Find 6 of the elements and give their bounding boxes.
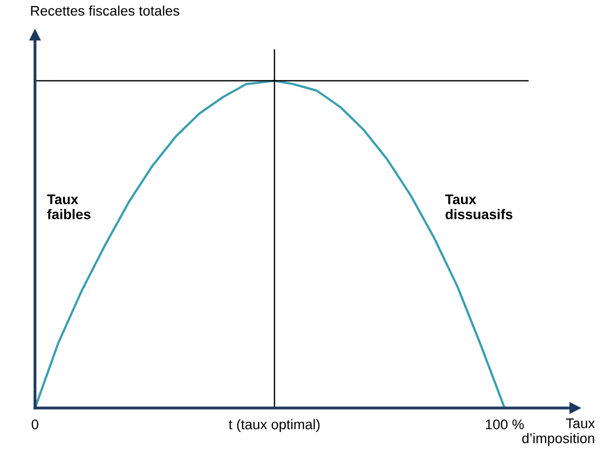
x-tick-label: 100 % [486,419,524,430]
annotation: Taux faibles [47,194,90,220]
annotation: Taux dissuasifs [445,194,512,220]
x-tick-label: t (taux optimal) [228,419,320,432]
x-tick-label: 0 [32,419,38,430]
y-axis-title: Recettes fiscales totales [31,6,180,16]
